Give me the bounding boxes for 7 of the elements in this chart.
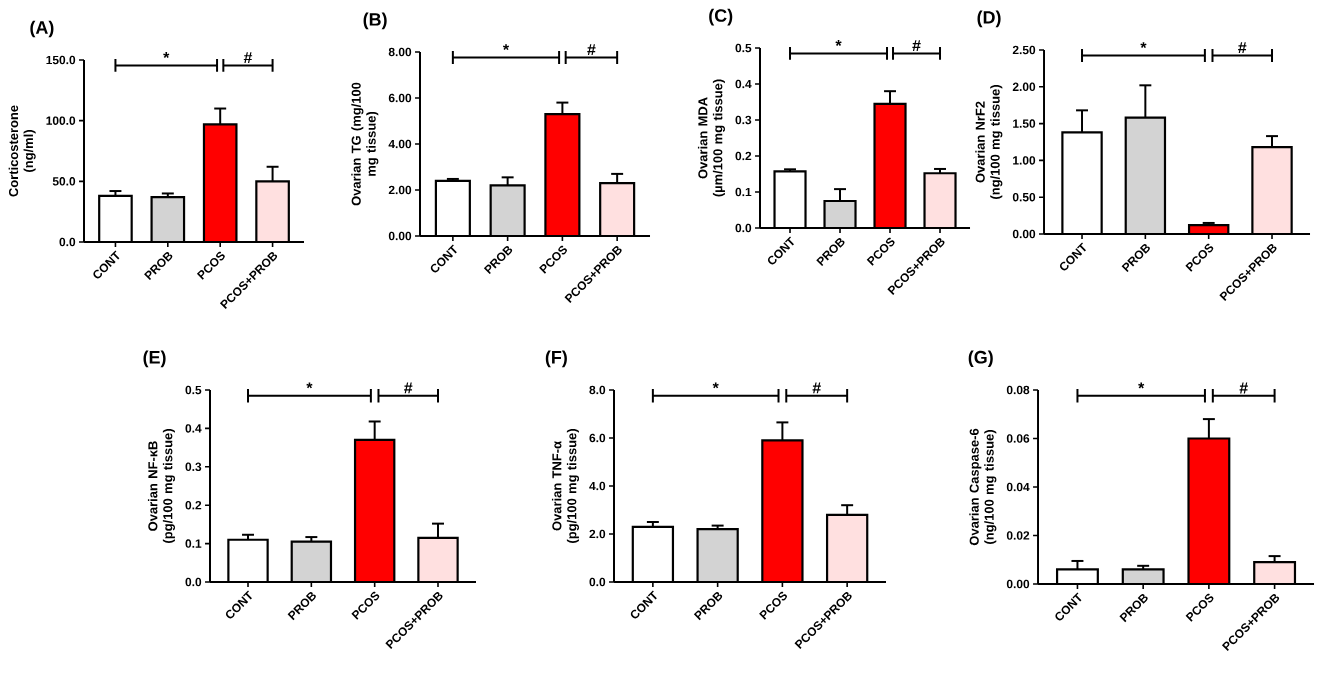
chart-title: (G) — [968, 350, 993, 368]
chart-title: (D) — [977, 10, 1001, 28]
chart-title: (F) — [545, 350, 567, 368]
chart-title: (C) — [709, 8, 733, 26]
chart-title: (B) — [363, 12, 387, 30]
chart-title: (A) — [30, 20, 54, 38]
chart-title: (E) — [143, 350, 166, 368]
